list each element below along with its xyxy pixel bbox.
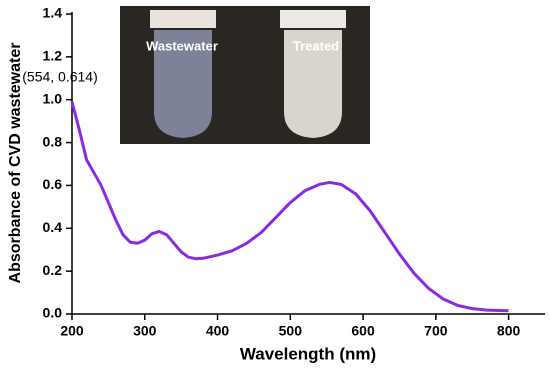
y-tick-label: 0.8 — [43, 133, 63, 149]
x-tick-label: 800 — [497, 323, 521, 339]
x-tick-label: 700 — [424, 323, 448, 339]
x-axis-label: Wavelength (nm) — [240, 344, 376, 363]
x-tick-label: 400 — [206, 323, 230, 339]
y-tick-label: 1.2 — [43, 48, 63, 64]
y-tick-label: 0.6 — [43, 176, 63, 192]
tube — [154, 30, 212, 138]
x-tick-label: 200 — [60, 323, 84, 339]
tube-cap — [150, 10, 216, 28]
y-tick-label: 1.0 — [43, 90, 63, 106]
y-axis-label: Absorbance of CVD wastewater — [7, 43, 24, 284]
x-tick-label: 500 — [279, 323, 303, 339]
x-tick-label: 600 — [351, 323, 375, 339]
inset-label: Wastewater — [146, 38, 218, 53]
y-tick-label: 0.4 — [43, 219, 63, 235]
annotation: (554, 0.614) — [22, 69, 98, 85]
inset-photo: Wastewater Treated — [120, 6, 370, 144]
y-tick-label: 1.4 — [43, 5, 63, 21]
x-tick-label: 300 — [133, 323, 157, 339]
y-tick-label: 0.2 — [43, 262, 63, 278]
spectrum-line — [70, 101, 509, 313]
inset-label: Treated — [293, 38, 339, 53]
tube — [284, 30, 342, 138]
y-tick-label: 0.0 — [43, 305, 63, 321]
tube-cap — [280, 10, 346, 28]
